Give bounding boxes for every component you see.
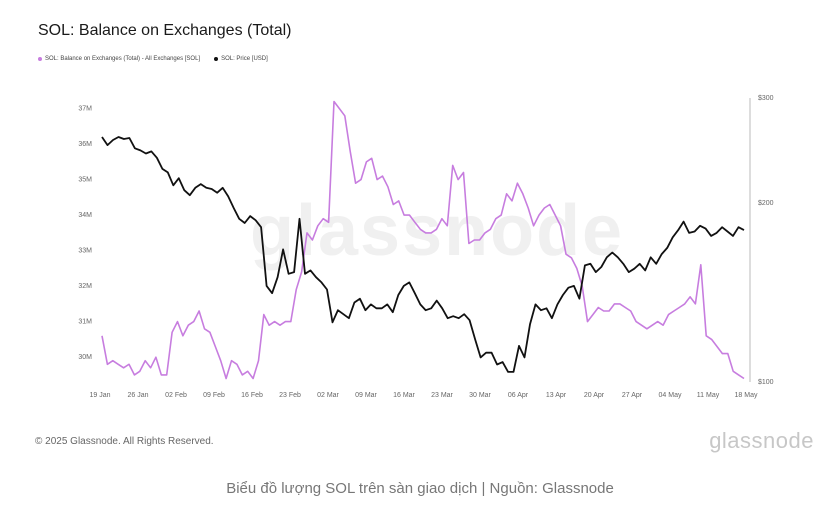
x-tick-label: 02 Feb bbox=[165, 392, 187, 399]
x-tick-label: 06 Apr bbox=[508, 392, 529, 399]
legend: SOL: Balance on Exchanges (Total) - All … bbox=[38, 56, 268, 62]
legend-swatch-price bbox=[214, 57, 219, 61]
y-right-tick-label: $100 bbox=[758, 379, 774, 386]
x-tick-label: 04 May bbox=[659, 392, 682, 399]
y-left-tick-label: 30M bbox=[78, 354, 92, 361]
y-left-tick-label: 36M bbox=[78, 141, 92, 148]
x-tick-label: 27 Apr bbox=[622, 392, 643, 399]
series-line-price bbox=[101, 136, 745, 373]
brand-logo-text: glassnode bbox=[709, 428, 814, 453]
x-tick-label: 20 Apr bbox=[584, 392, 605, 399]
y-left-tick-label: 35M bbox=[78, 177, 92, 184]
chart-title: SOL: Balance on Exchanges (Total) bbox=[38, 22, 292, 39]
y-left-tick-label: 37M bbox=[78, 106, 92, 113]
x-tick-label: 19 Jan bbox=[89, 392, 110, 399]
watermark-text: glassnode bbox=[250, 191, 625, 271]
x-tick-label: 23 Feb bbox=[279, 392, 301, 399]
caption-text: Biểu đồ lượng SOL trên sàn giao dịch | N… bbox=[226, 480, 614, 497]
series-line-balance bbox=[101, 100, 745, 380]
y-right-tick-label: $300 bbox=[758, 95, 774, 102]
legend-swatch-balance bbox=[38, 57, 42, 61]
y-right-tick-label: $200 bbox=[758, 200, 774, 207]
x-tick-label: 23 Mar bbox=[431, 392, 453, 399]
legend-label-balance: SOL: Balance on Exchanges (Total) - All … bbox=[45, 56, 201, 62]
x-tick-label: 09 Feb bbox=[203, 392, 225, 399]
x-tick-label: 26 Jan bbox=[127, 392, 148, 399]
x-tick-label: 30 Mar bbox=[469, 392, 491, 399]
legend-label-price: SOL: Price [USD] bbox=[221, 56, 268, 62]
legend-item-balance[interactable]: SOL: Balance on Exchanges (Total) - All … bbox=[38, 56, 200, 62]
x-tick-label: 02 Mar bbox=[317, 392, 339, 399]
x-tick-label: 09 Mar bbox=[355, 392, 377, 399]
x-tick-label: 16 Mar bbox=[393, 392, 415, 399]
x-tick-label: 11 May bbox=[697, 392, 720, 399]
legend-item-price[interactable]: SOL: Price [USD] bbox=[214, 56, 268, 62]
y-left-tick-label: 31M bbox=[78, 319, 92, 326]
x-tick-label: 16 Feb bbox=[241, 392, 263, 399]
copyright-text: © 2025 Glassnode. All Rights Reserved. bbox=[35, 436, 214, 447]
y-left-tick-label: 33M bbox=[78, 248, 92, 255]
y-left-tick-label: 34M bbox=[78, 212, 92, 219]
x-tick-label: 18 May bbox=[735, 392, 758, 399]
y-left-tick-label: 32M bbox=[78, 283, 92, 290]
x-tick-label: 13 Apr bbox=[546, 392, 567, 399]
